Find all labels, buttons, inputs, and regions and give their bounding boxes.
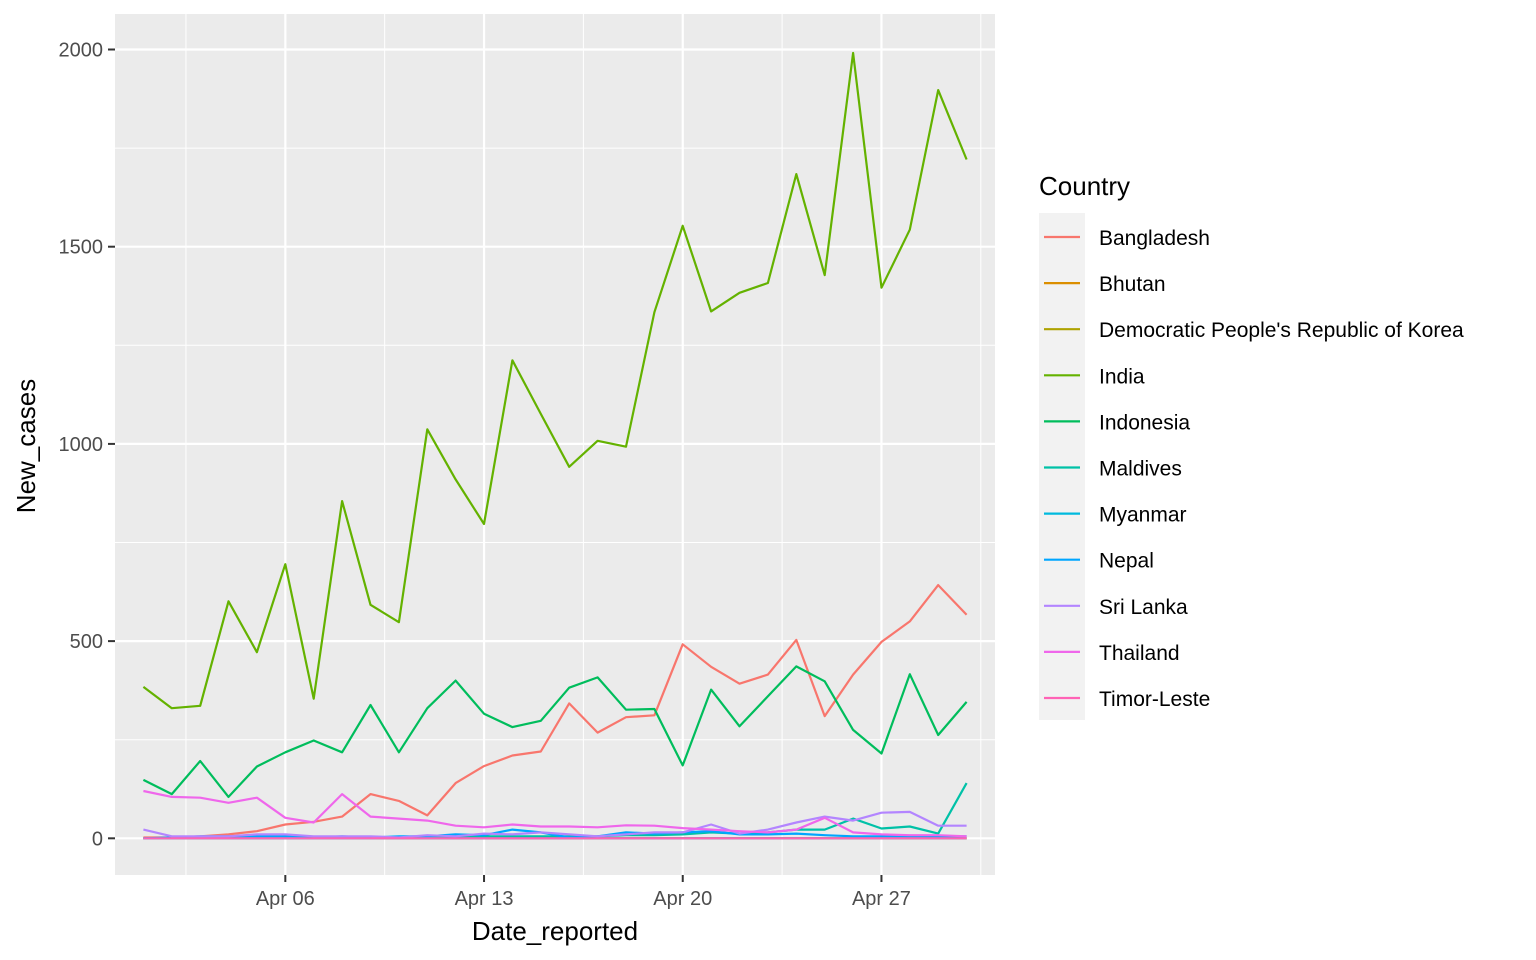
x-axis: Apr 06 Apr 13 Apr 20 Apr 27 [256, 875, 911, 910]
series-line-nepal [143, 828, 967, 840]
x-tick-label: Apr 13 [455, 888, 514, 910]
y-tick-label: 500 [70, 631, 103, 653]
legend-label-bangladesh: Bangladesh [1099, 227, 1210, 250]
series-line-india [142, 51, 968, 710]
legend-label-indonesia: Indonesia [1099, 411, 1190, 434]
y-axis: 0 500 1000 1500 2000 [59, 39, 115, 850]
x-tick-label: Apr 27 [852, 888, 911, 910]
y-tick-label: 2000 [59, 39, 104, 61]
y-axis-title: New_cases [11, 379, 41, 513]
legend-label-maldives: Maldives [1099, 458, 1182, 481]
series-line-thailand [143, 789, 967, 838]
legend-label-sri-lanka: Sri Lanka [1099, 596, 1188, 619]
legend-label-india: India [1099, 365, 1145, 388]
legend-label-thailand: Thailand [1099, 642, 1180, 665]
legend-title: Country [1039, 171, 1130, 201]
x-tick-label: Apr 20 [653, 888, 712, 910]
legend: Country Bangladesh Bhutan Democratic Peopl… [1039, 171, 1464, 720]
legend-label-nepal: Nepal [1099, 550, 1154, 573]
legend-label-democratic-people-s-republic-of-korea: Democratic People's Republic of Korea [1099, 319, 1464, 342]
legend-label-bhutan: Bhutan [1099, 273, 1166, 296]
series-lines [142, 51, 968, 840]
y-tick-label: 0 [92, 828, 103, 850]
series-line-indonesia [142, 665, 968, 799]
legend-label-myanmar: Myanmar [1099, 504, 1187, 527]
series-line-bangladesh [143, 583, 968, 839]
y-tick-label: 1500 [59, 237, 104, 259]
series-line-sri-lanka [143, 810, 967, 839]
legend-label-timor-leste: Timor-Leste [1099, 688, 1210, 711]
y-tick-label: 1000 [59, 434, 104, 456]
x-tick-label: Apr 06 [256, 888, 315, 910]
x-axis-title: Date_reported [472, 916, 638, 946]
